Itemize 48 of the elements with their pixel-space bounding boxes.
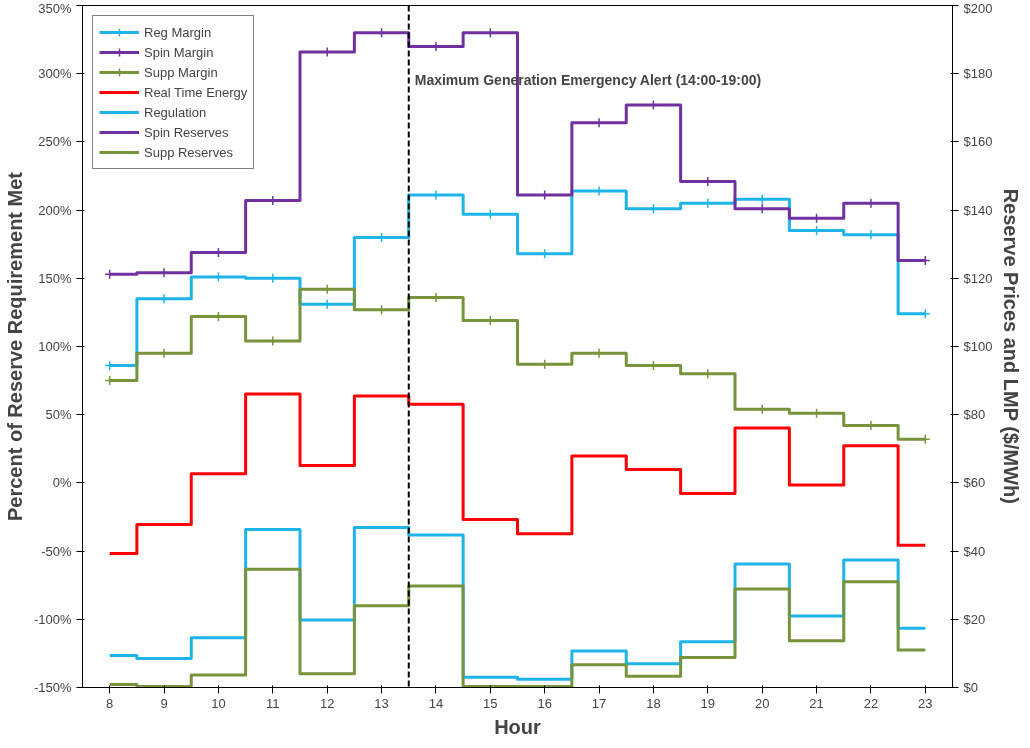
y-tick-label: 100% xyxy=(38,339,72,354)
x-tick-label: 22 xyxy=(863,695,879,711)
x-axis-title: Hour xyxy=(494,715,542,738)
legend-label: Reg Margin xyxy=(144,24,212,40)
x-tick-label: 12 xyxy=(319,695,335,711)
y-tick-label: 0% xyxy=(52,475,72,491)
x-tick-label: 17 xyxy=(591,695,607,711)
y2-tick-label: $160 xyxy=(963,134,993,150)
y2-tick-label: $200 xyxy=(963,0,993,16)
x-tick-label: 18 xyxy=(646,695,661,711)
y2-tick-label: $0 xyxy=(963,680,978,695)
y2-tick-label: $20 xyxy=(963,611,986,627)
x-tick-label: 11 xyxy=(266,695,280,711)
x-tick-label: 16 xyxy=(537,695,552,711)
y2-tick-label: $80 xyxy=(963,407,986,423)
y-tick-label: 250% xyxy=(38,134,72,150)
x-tick-label: 23 xyxy=(918,695,933,711)
y-tick-label: 350% xyxy=(38,0,72,16)
x-tick-label: 19 xyxy=(700,695,716,711)
y-tick-label: -100% xyxy=(33,611,72,627)
x-tick-label: 20 xyxy=(754,695,770,711)
y-tick-label: 50% xyxy=(45,407,72,423)
x-tick-label: 14 xyxy=(428,695,444,711)
legend-label: Spin Reserves xyxy=(144,124,229,140)
y-tick-label: 200% xyxy=(38,202,72,218)
x-tick-label: 15 xyxy=(483,695,498,711)
legend-label: Supp Margin xyxy=(144,64,218,80)
y-tick-label: 150% xyxy=(38,270,72,286)
x-tick-label: 13 xyxy=(374,695,389,711)
x-tick-label: 9 xyxy=(160,695,168,711)
legend-label: Spin Margin xyxy=(144,44,214,60)
y-tick-label: 300% xyxy=(38,66,72,82)
y2-axis-title: Reserve Prices and LMP ($/MWh) xyxy=(1000,188,1023,504)
y-axis-title: Percent of Reserve Requirement Met xyxy=(3,171,26,521)
legend-label: Supp Reserves xyxy=(144,144,233,160)
y-tick-label: -50% xyxy=(41,543,72,559)
y-tick-label: -150% xyxy=(33,680,72,695)
y2-tick-label: $140 xyxy=(963,202,993,218)
y2-tick-label: $100 xyxy=(963,339,993,354)
x-tick-label: 10 xyxy=(211,695,226,711)
legend-label: Real Time Energy xyxy=(144,84,248,100)
y2-tick-label: $180 xyxy=(963,66,993,82)
legend-label: Regulation xyxy=(144,104,207,120)
x-tick-label: 21 xyxy=(809,695,824,711)
y2-tick-label: $60 xyxy=(963,475,986,491)
y2-tick-label: $40 xyxy=(963,543,986,559)
x-tick-label: 8 xyxy=(106,695,114,711)
y2-tick-label: $120 xyxy=(963,270,993,286)
